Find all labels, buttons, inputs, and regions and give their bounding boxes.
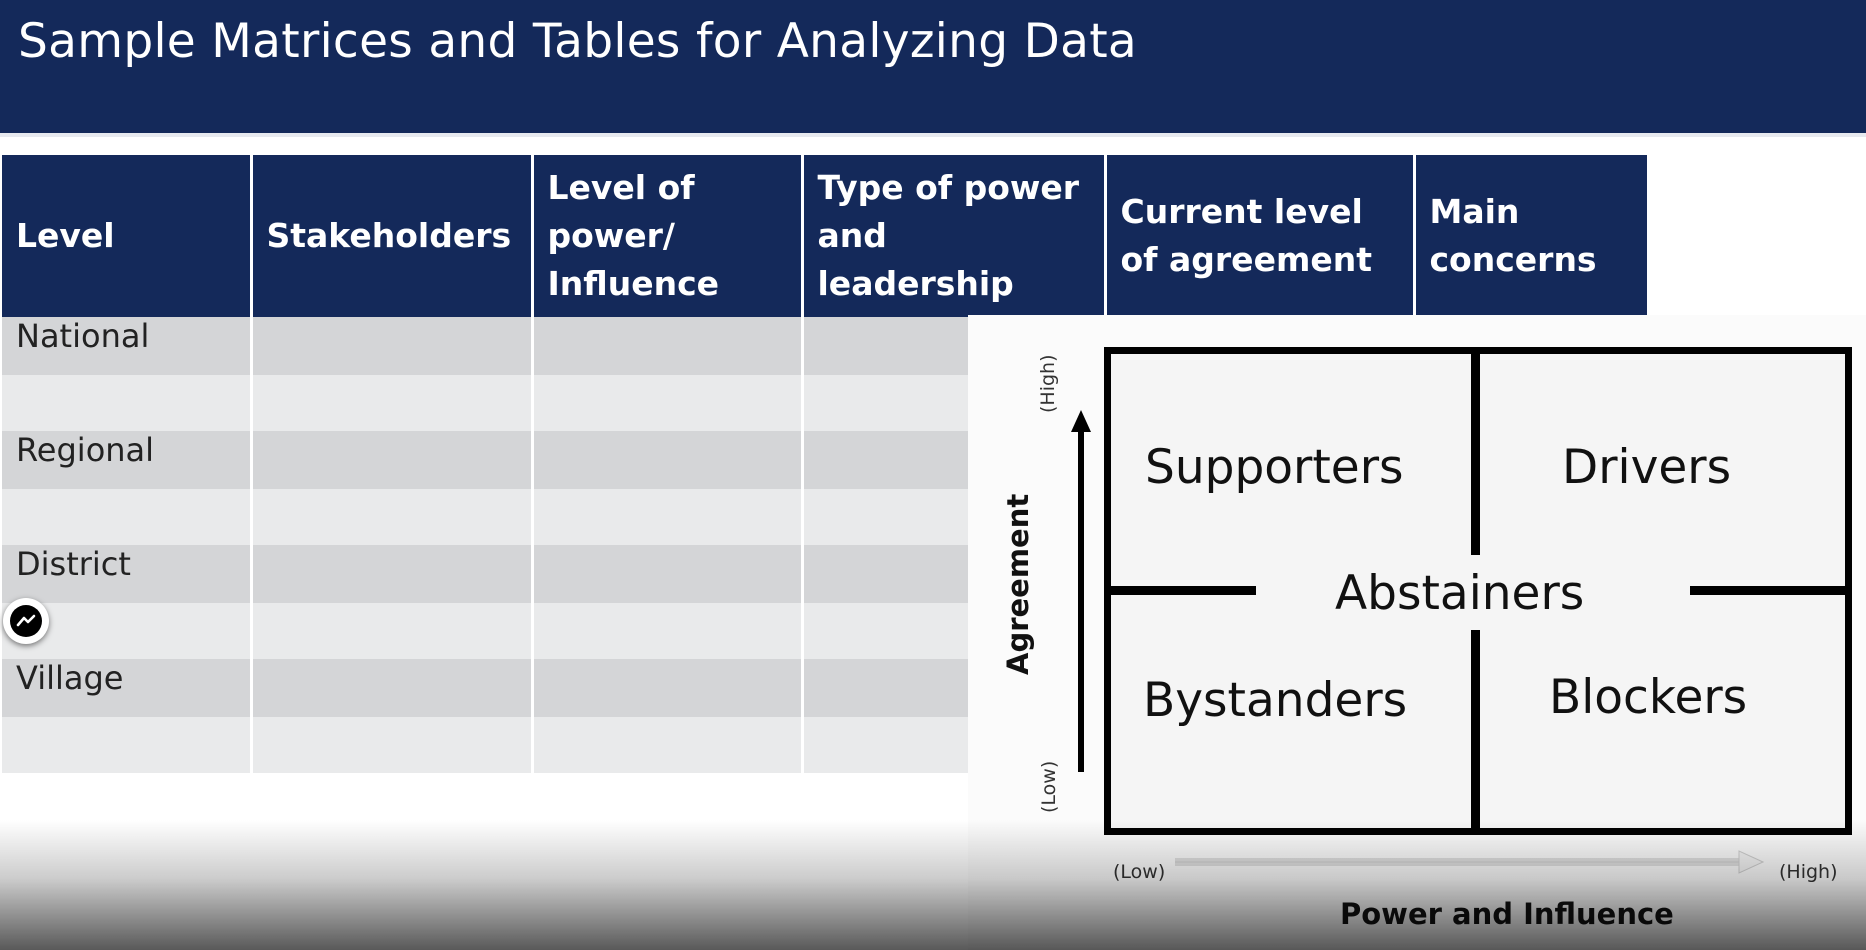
table-cell-level: District xyxy=(2,545,253,603)
table-cell xyxy=(251,545,534,603)
quadrant-bystanders: Bystanders xyxy=(1143,673,1408,728)
quadrant-divider-horizontal-left xyxy=(1108,586,1256,595)
x-axis-title: Power and Influence xyxy=(1340,897,1674,931)
table-header-row: Level Stakeholders Level of power/ Influ… xyxy=(2,155,1650,317)
table-cell xyxy=(532,317,804,375)
quadrant-drivers: Drivers xyxy=(1562,440,1732,495)
table-cell-level xyxy=(2,717,253,773)
x-axis-low-label: (Low) xyxy=(1113,861,1166,883)
table-cell xyxy=(532,489,804,545)
table-cell-level: Regional xyxy=(2,431,253,489)
y-axis-high-label: (High) xyxy=(1037,354,1059,414)
table-cell xyxy=(251,603,534,659)
table-cell xyxy=(532,603,804,659)
header-power-influence: Level of power/ Influence xyxy=(532,155,804,317)
table-cell-level: National xyxy=(2,317,253,375)
header-stakeholders: Stakeholders xyxy=(251,155,534,317)
messenger-icon xyxy=(10,605,42,637)
table-cell xyxy=(532,375,804,431)
table-cell-level xyxy=(2,375,253,431)
table-cell xyxy=(251,489,534,545)
header-level: Level xyxy=(2,155,253,317)
quadrant-blockers: Blockers xyxy=(1549,670,1748,725)
table-cell xyxy=(251,659,534,717)
table-cell-level xyxy=(2,489,253,545)
x-axis-high-label: (High) xyxy=(1779,861,1838,883)
table-cell xyxy=(251,717,534,773)
table-cell-level: Village xyxy=(2,659,253,717)
table-cell xyxy=(532,659,804,717)
table-cell xyxy=(251,317,534,375)
header-type-of-power: Type of power and leadership xyxy=(802,155,1107,317)
y-axis-title: Agreement xyxy=(1001,493,1035,675)
header-main-concerns: Main concerns xyxy=(1414,155,1650,317)
quadrant-divider-vertical-top xyxy=(1471,350,1480,555)
table-cell xyxy=(251,375,534,431)
title-bar: Sample Matrices and Tables for Analyzing… xyxy=(0,0,1866,133)
messenger-button[interactable] xyxy=(3,598,49,644)
table-cell xyxy=(532,431,804,489)
x-axis-arrow-icon xyxy=(1175,850,1765,874)
table-cell xyxy=(532,545,804,603)
quadrant-divider-horizontal-right xyxy=(1690,586,1848,595)
table-cell xyxy=(532,717,804,773)
table-cell xyxy=(251,431,534,489)
y-axis-arrow-icon xyxy=(1071,410,1091,772)
quadrant-divider-vertical-bottom xyxy=(1471,630,1480,830)
y-axis-low-label: (Low) xyxy=(1038,760,1060,813)
quadrant-abstainers: Abstainers xyxy=(1335,566,1585,621)
quadrant-supporters: Supporters xyxy=(1145,440,1404,495)
slide-title: Sample Matrices and Tables for Analyzing… xyxy=(18,14,1138,69)
header-current-agreement: Current level of agreement xyxy=(1105,155,1416,317)
title-divider xyxy=(0,133,1866,137)
